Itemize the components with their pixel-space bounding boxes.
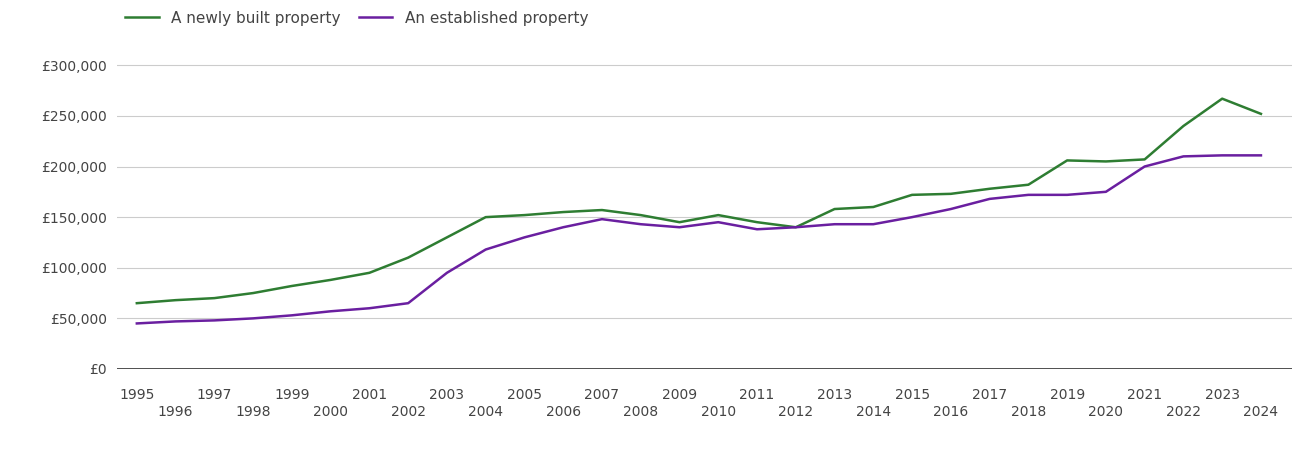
Text: 2002: 2002: [390, 405, 425, 419]
An established property: [1253, 153, 1268, 158]
An established property: [749, 226, 765, 232]
Text: 2005: 2005: [506, 388, 542, 402]
A newly built property: [1098, 159, 1113, 164]
Text: 2017: 2017: [972, 388, 1007, 402]
An established property: [168, 319, 184, 324]
Text: 2016: 2016: [933, 405, 968, 419]
Text: 1996: 1996: [158, 405, 193, 419]
A newly built property: [1021, 182, 1036, 188]
Text: 2009: 2009: [662, 388, 697, 402]
Text: 2003: 2003: [429, 388, 465, 402]
An established property: [478, 247, 493, 252]
Text: 2007: 2007: [585, 388, 620, 402]
An established property: [322, 309, 338, 314]
A newly built property: [633, 212, 649, 218]
A newly built property: [788, 225, 804, 230]
An established property: [827, 221, 843, 227]
An established property: [1137, 164, 1152, 169]
Legend: A newly built property, An established property: A newly built property, An established p…: [125, 10, 589, 26]
Text: 2018: 2018: [1011, 405, 1047, 419]
Text: 2024: 2024: [1244, 405, 1279, 419]
A newly built property: [401, 255, 416, 260]
An established property: [284, 313, 300, 318]
An established property: [944, 206, 959, 211]
Line: An established property: An established property: [137, 155, 1261, 324]
Text: 1995: 1995: [119, 388, 154, 402]
An established property: [672, 225, 688, 230]
A newly built property: [981, 186, 997, 192]
Text: 1997: 1997: [197, 388, 232, 402]
Text: 2011: 2011: [740, 388, 775, 402]
A newly built property: [168, 297, 184, 303]
An established property: [710, 220, 726, 225]
A newly built property: [556, 209, 572, 215]
Text: 2004: 2004: [468, 405, 504, 419]
Text: 2000: 2000: [313, 405, 348, 419]
A newly built property: [1176, 123, 1191, 129]
A newly built property: [322, 277, 338, 283]
A newly built property: [478, 214, 493, 220]
Line: A newly built property: A newly built property: [137, 99, 1261, 303]
An established property: [401, 301, 416, 306]
A newly built property: [672, 220, 688, 225]
An established property: [556, 225, 572, 230]
A newly built property: [904, 192, 920, 198]
Text: 2015: 2015: [894, 388, 929, 402]
A newly built property: [827, 206, 843, 211]
A newly built property: [438, 234, 454, 240]
A newly built property: [594, 207, 609, 213]
A newly built property: [245, 290, 261, 296]
Text: 2013: 2013: [817, 388, 852, 402]
A newly built property: [517, 212, 532, 218]
Text: 2021: 2021: [1128, 388, 1163, 402]
Text: 2001: 2001: [352, 388, 388, 402]
Text: 2022: 2022: [1165, 405, 1201, 419]
Text: 2023: 2023: [1205, 388, 1240, 402]
Text: 2014: 2014: [856, 405, 891, 419]
An established property: [438, 270, 454, 275]
An established property: [1098, 189, 1113, 194]
An established property: [1176, 154, 1191, 159]
Text: 2006: 2006: [545, 405, 581, 419]
An established property: [788, 225, 804, 230]
A newly built property: [944, 191, 959, 197]
An established property: [981, 196, 997, 202]
A newly built property: [1215, 96, 1231, 101]
A newly built property: [361, 270, 377, 275]
An established property: [865, 221, 881, 227]
A newly built property: [206, 295, 222, 301]
Text: 2012: 2012: [778, 405, 813, 419]
A newly built property: [129, 301, 145, 306]
A newly built property: [865, 204, 881, 210]
An established property: [633, 221, 649, 227]
An established property: [206, 318, 222, 323]
An established property: [361, 306, 377, 311]
A newly built property: [710, 212, 726, 218]
An established property: [1021, 192, 1036, 198]
Text: 1998: 1998: [235, 405, 271, 419]
Text: 1999: 1999: [274, 388, 309, 402]
A newly built property: [1060, 158, 1075, 163]
Text: 2008: 2008: [624, 405, 658, 419]
An established property: [1215, 153, 1231, 158]
An established property: [517, 234, 532, 240]
A newly built property: [749, 220, 765, 225]
A newly built property: [1137, 157, 1152, 162]
An established property: [245, 316, 261, 321]
A newly built property: [284, 284, 300, 289]
An established property: [1060, 192, 1075, 198]
An established property: [129, 321, 145, 326]
An established property: [904, 214, 920, 220]
Text: 2020: 2020: [1088, 405, 1124, 419]
An established property: [594, 216, 609, 222]
Text: 2019: 2019: [1049, 388, 1084, 402]
A newly built property: [1253, 111, 1268, 117]
Text: 2010: 2010: [701, 405, 736, 419]
